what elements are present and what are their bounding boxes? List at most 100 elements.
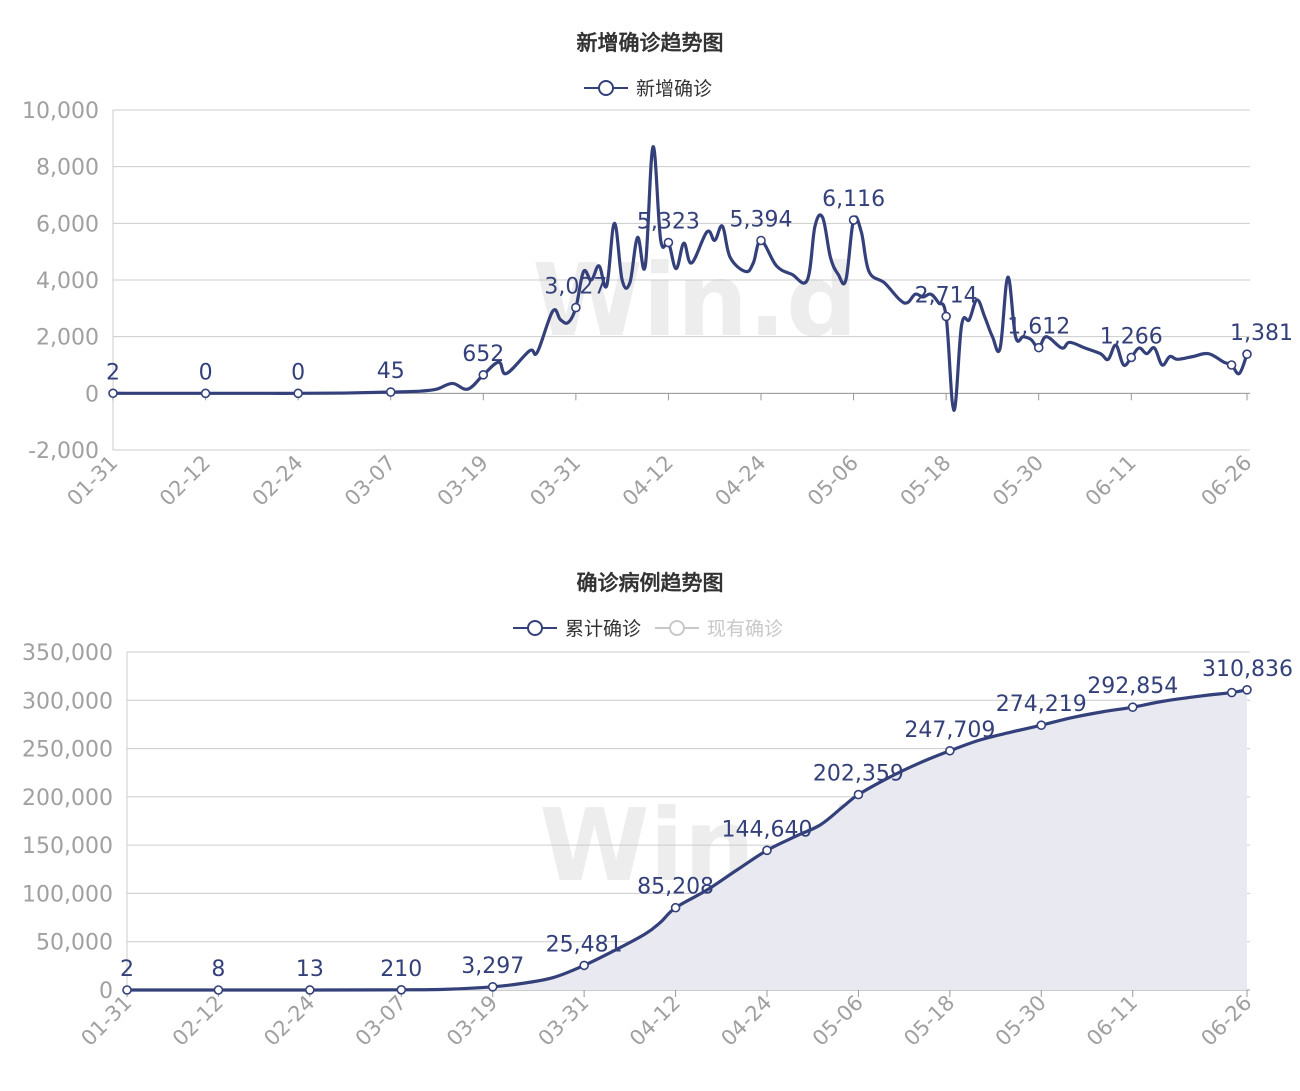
x-tick-label: 03-31 xyxy=(534,991,594,1051)
chart-title: 新增确诊趋势图 xyxy=(577,31,724,55)
data-label: 2 xyxy=(120,957,134,982)
y-tick-label: 50,000 xyxy=(36,931,113,956)
data-label: 1,266 xyxy=(1100,324,1163,349)
data-label: 210 xyxy=(380,957,422,982)
data-point[interactable] xyxy=(945,745,955,756)
x-tick-label: 04-12 xyxy=(618,451,678,511)
data-point[interactable] xyxy=(756,235,766,246)
x-tick-label: 05-18 xyxy=(896,451,956,511)
x-tick-label: 03-07 xyxy=(351,991,411,1051)
y-tick-label: 10,000 xyxy=(22,99,99,124)
x-tick-label: 03-19 xyxy=(442,991,502,1051)
data-label: 2 xyxy=(106,360,120,385)
x-tick-label: 02-12 xyxy=(168,991,228,1051)
x-tick-label: 02-24 xyxy=(248,451,308,511)
x-tick-label: 06-11 xyxy=(1082,991,1142,1051)
data-label: 310,836 xyxy=(1202,657,1293,682)
data-point[interactable] xyxy=(853,789,864,800)
data-label: 85,208 xyxy=(637,875,714,900)
data-point[interactable] xyxy=(487,982,498,992)
data-point[interactable] xyxy=(579,960,589,971)
data-label: 292,854 xyxy=(1087,674,1178,699)
y-tick-label: 200,000 xyxy=(22,786,113,811)
series-area xyxy=(127,689,1247,991)
data-point[interactable] xyxy=(848,215,859,225)
data-point[interactable] xyxy=(670,902,681,913)
data-point[interactable] xyxy=(478,370,489,380)
legend-label: 新增确诊 xyxy=(636,78,712,100)
legend-label: 现有确诊 xyxy=(707,618,783,640)
legend: 累计确诊 现有确诊 xyxy=(513,618,783,640)
data-point[interactable] xyxy=(762,845,772,856)
x-tick-label: 03-19 xyxy=(433,451,493,511)
data-label: 13 xyxy=(296,957,324,982)
data-label: 2,714 xyxy=(915,283,978,308)
x-tick-label: 06-11 xyxy=(1081,451,1141,511)
data-point[interactable] xyxy=(122,985,132,995)
legend: 新增确诊 xyxy=(584,78,712,100)
data-point[interactable] xyxy=(571,302,581,313)
legend-item[interactable]: 累计确诊 xyxy=(513,618,641,640)
x-tick-label: 02-24 xyxy=(259,991,319,1051)
legend-marker-icon xyxy=(669,620,685,636)
data-point[interactable] xyxy=(1226,360,1237,370)
watermark: Win.d xyxy=(532,242,857,359)
x-tick-label: 05-06 xyxy=(808,991,868,1051)
data-point[interactable] xyxy=(1033,342,1044,353)
data-point[interactable] xyxy=(305,985,315,995)
y-tick-label: -2,000 xyxy=(28,439,99,464)
x-tick-label: 03-07 xyxy=(340,451,400,511)
y-tick-label: 250,000 xyxy=(22,738,113,763)
data-point[interactable] xyxy=(1036,720,1047,730)
x-tick-label: 04-24 xyxy=(710,451,770,511)
data-point[interactable] xyxy=(1242,349,1252,360)
data-point[interactable] xyxy=(941,311,951,322)
data-label: 8 xyxy=(211,957,225,982)
y-tick-label: 4,000 xyxy=(36,269,99,294)
y-tick-label: 6,000 xyxy=(36,212,99,237)
data-label: 0 xyxy=(291,360,305,385)
chart-title: 确诊病例趋势图 xyxy=(577,571,724,595)
data-label: 652 xyxy=(462,342,504,367)
data-point[interactable] xyxy=(213,985,224,995)
data-point[interactable] xyxy=(108,388,118,399)
y-tick-label: 2,000 xyxy=(36,326,99,351)
data-label: 274,219 xyxy=(996,692,1087,717)
y-tick-label: 8,000 xyxy=(36,156,99,181)
data-label: 1,612 xyxy=(1007,315,1070,340)
data-point[interactable] xyxy=(385,387,396,397)
data-point[interactable] xyxy=(293,388,303,399)
data-point[interactable] xyxy=(663,237,674,248)
data-point[interactable] xyxy=(1126,352,1137,363)
data-label: 202,359 xyxy=(813,762,904,787)
series-line xyxy=(111,145,1249,412)
data-label: 45 xyxy=(377,359,405,384)
x-tick-label: 05-30 xyxy=(988,451,1048,511)
legend-label: 累计确诊 xyxy=(565,618,641,640)
legend-marker-icon xyxy=(527,620,543,636)
legend-marker-icon xyxy=(598,80,614,96)
data-point[interactable] xyxy=(200,388,211,399)
data-label: 144,640 xyxy=(722,817,813,842)
data-point[interactable] xyxy=(1127,702,1138,712)
data-label: 5,394 xyxy=(730,208,793,233)
x-tick-label: 04-12 xyxy=(625,991,685,1051)
x-tick-label: 05-06 xyxy=(803,451,863,511)
data-point[interactable] xyxy=(396,984,407,995)
data-label: 0 xyxy=(199,360,213,385)
y-tick-label: 350,000 xyxy=(22,641,113,666)
data-label: 247,709 xyxy=(904,718,995,743)
data-label: 1,381 xyxy=(1230,321,1293,346)
y-tick-label: 100,000 xyxy=(22,882,113,907)
data-point[interactable] xyxy=(1242,685,1252,695)
y-tick-label: 150,000 xyxy=(22,834,113,859)
y-tick-label: 300,000 xyxy=(22,689,113,714)
legend-item[interactable]: 新增确诊 xyxy=(584,78,712,100)
data-point[interactable] xyxy=(1226,687,1237,698)
x-tick-label: 06-26 xyxy=(1196,451,1256,511)
data-label: 3,297 xyxy=(461,954,524,979)
legend-item[interactable]: 现有确诊 xyxy=(655,618,783,640)
